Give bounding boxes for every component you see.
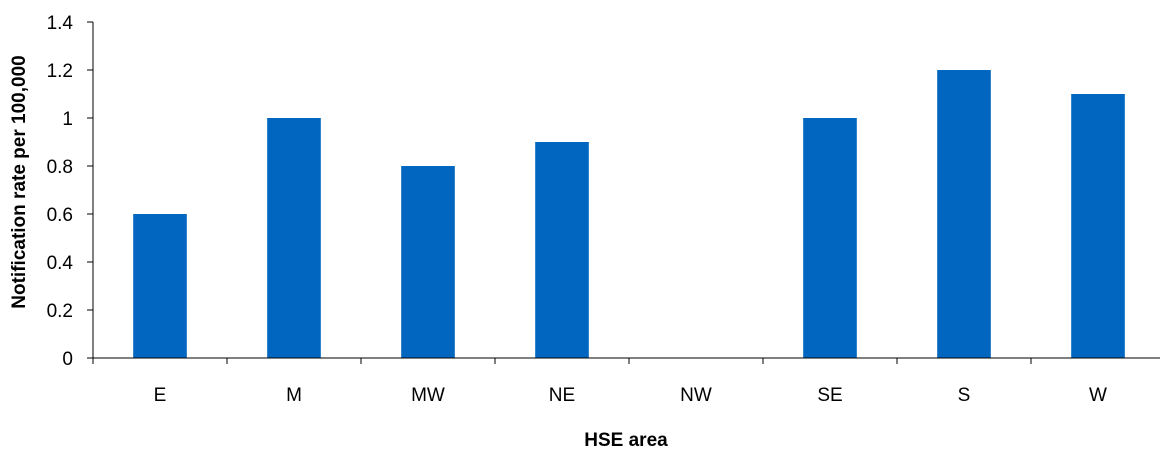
- x-tick-label: SE: [817, 385, 842, 406]
- y-axis: 0 0.2 0.4 0.6 0.8 1 1.2 1.4: [47, 13, 94, 370]
- x-tick-label: S: [958, 385, 971, 406]
- y-tick-label: 1: [62, 109, 73, 130]
- x-tick-label: MW: [411, 385, 445, 406]
- y-tick-label: 1.4: [47, 13, 74, 34]
- y-tick-label: 1.2: [47, 61, 73, 82]
- x-axis-title: HSE area: [584, 430, 668, 451]
- bar-w: [1071, 94, 1125, 358]
- x-tick-label: W: [1089, 385, 1107, 406]
- bar-ne: [535, 142, 589, 358]
- x-axis: E M MW NE NW SE S W: [92, 357, 1160, 406]
- y-tick-label: 0.2: [47, 301, 73, 322]
- x-tick-label: M: [286, 385, 302, 406]
- bar-m: [267, 118, 321, 358]
- y-tick-label: 0: [62, 349, 73, 370]
- y-tick-label: 0.4: [47, 253, 74, 274]
- x-tick-label: E: [154, 385, 167, 406]
- bar-s: [937, 70, 991, 358]
- bars-group: [133, 70, 1125, 358]
- y-tick-label: 0.6: [47, 205, 73, 226]
- x-tick-label: NW: [680, 385, 712, 406]
- bar-se: [803, 118, 857, 358]
- y-axis-title: Notification rate per 100,000: [9, 55, 30, 308]
- bar-mw: [401, 166, 455, 358]
- y-tick-label: 0.8: [47, 157, 73, 178]
- x-tick-label: NE: [549, 385, 575, 406]
- bar-e: [133, 214, 187, 358]
